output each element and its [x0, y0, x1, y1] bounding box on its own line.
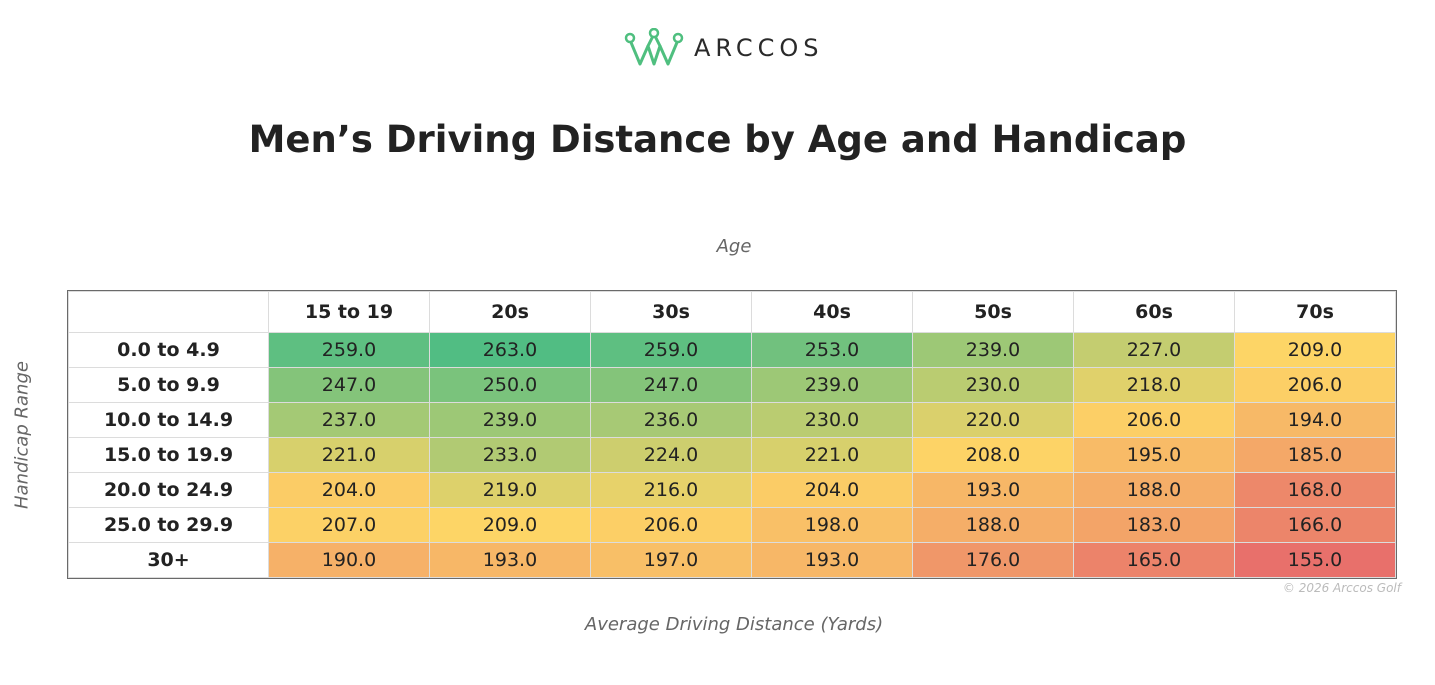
- row-header: 30+: [68, 542, 269, 578]
- heatmap-cell: 168.0: [1234, 472, 1396, 508]
- heatmap-cell: 206.0: [1073, 402, 1235, 438]
- heatmap-cell: 193.0: [912, 472, 1074, 508]
- heatmap-cell: 155.0: [1234, 542, 1396, 578]
- heatmap-cell: 195.0: [1073, 437, 1235, 473]
- heatmap-cell: 190.0: [268, 542, 430, 578]
- heatmap-cell: 216.0: [590, 472, 752, 508]
- heatmap-cell: 233.0: [429, 437, 591, 473]
- y-axis-label: Handicap Range: [11, 361, 33, 509]
- heatmap-cell: 218.0: [1073, 367, 1235, 403]
- table-row: 5.0 to 9.9 247.0 250.0 247.0 239.0 230.0 218.0…: [68, 367, 1396, 403]
- copyright-text: © 2026 Arccos Golf: [1282, 581, 1401, 595]
- heatmap-cell: 209.0: [1234, 332, 1396, 368]
- heatmap-cell: 239.0: [751, 367, 913, 403]
- heatmap-cell: 230.0: [751, 402, 913, 438]
- heatmap-cell: 188.0: [912, 507, 1074, 543]
- heatmap-cell: 166.0: [1234, 507, 1396, 543]
- heatmap-cell: 237.0: [268, 402, 430, 438]
- heatmap-cell: 206.0: [590, 507, 752, 543]
- table-row: 0.0 to 4.9 259.0 263.0 259.0 253.0 239.0 227.0…: [68, 332, 1396, 368]
- heatmap-cell: 259.0: [590, 332, 752, 368]
- header-row: 15 to 19 20s 30s 40s 50s 60s 70s: [68, 291, 1396, 333]
- heatmap-cell: 194.0: [1234, 402, 1396, 438]
- heatmap-table-wrapper: 15 to 19 20s 30s 40s 50s 60s 70s 0.0 to 4.9 259…: [67, 290, 1397, 579]
- table-row: 20.0 to 24.9 204.0 219.0 216.0 204.0 193.0 188…: [68, 472, 1396, 508]
- corner-cell: [68, 291, 269, 333]
- heatmap-cell: 193.0: [429, 542, 591, 578]
- heatmap-cell: 206.0: [1234, 367, 1396, 403]
- heatmap-cell: 198.0: [751, 507, 913, 543]
- x-axis-label: Age: [716, 236, 752, 257]
- heatmap-cell: 197.0: [590, 542, 752, 578]
- heatmap-cell: 259.0: [268, 332, 430, 368]
- heatmap-cell: 188.0: [1073, 472, 1235, 508]
- heatmap-cell: 227.0: [1073, 332, 1235, 368]
- column-header: 20s: [429, 291, 591, 333]
- heatmap-table: 15 to 19 20s 30s 40s 50s 60s 70s 0.0 to 4.9 259…: [68, 291, 1396, 578]
- heatmap-cell: 224.0: [590, 437, 752, 473]
- heatmap-cell: 185.0: [1234, 437, 1396, 473]
- heatmap-cell: 236.0: [590, 402, 752, 438]
- brand-name: ARCCOS: [694, 34, 824, 62]
- table-row: 10.0 to 14.9 237.0 239.0 236.0 230.0 220.0 206…: [68, 402, 1396, 438]
- row-header: 15.0 to 19.9: [68, 437, 269, 473]
- value-label: Average Driving Distance (Yards): [584, 614, 884, 635]
- column-header: 30s: [590, 291, 752, 333]
- heatmap-cell: 221.0: [268, 437, 430, 473]
- heatmap-cell: 247.0: [590, 367, 752, 403]
- heatmap-cell: 208.0: [912, 437, 1074, 473]
- heatmap-cell: 250.0: [429, 367, 591, 403]
- heatmap-cell: 247.0: [268, 367, 430, 403]
- heatmap-cell: 193.0: [751, 542, 913, 578]
- heatmap-cell: 263.0: [429, 332, 591, 368]
- column-header: 50s: [912, 291, 1074, 333]
- heatmap-cell: 239.0: [429, 402, 591, 438]
- table-body: 0.0 to 4.9 259.0 263.0 259.0 253.0 239.0 227.0…: [68, 332, 1396, 578]
- column-header: 40s: [751, 291, 913, 333]
- row-header: 5.0 to 9.9: [68, 367, 269, 403]
- arccos-logo: ARCCOS: [624, 26, 864, 70]
- row-header: 0.0 to 4.9: [68, 332, 269, 368]
- heatmap-cell: 230.0: [912, 367, 1074, 403]
- table-row: 25.0 to 29.9 207.0 209.0 206.0 198.0 188.0 183…: [68, 507, 1396, 543]
- heatmap-cell: 204.0: [268, 472, 430, 508]
- column-header: 15 to 19: [268, 291, 430, 333]
- table-row: 30+ 190.0 193.0 197.0 193.0 176.0 165.0 155.0: [68, 542, 1396, 578]
- heatmap-cell: 165.0: [1073, 542, 1235, 578]
- row-header: 25.0 to 29.9: [68, 507, 269, 543]
- heatmap-cell: 204.0: [751, 472, 913, 508]
- chart-title: Men’s Driving Distance by Age and Handic…: [248, 118, 1187, 161]
- heatmap-cell: 253.0: [751, 332, 913, 368]
- row-header: 10.0 to 14.9: [68, 402, 269, 438]
- heatmap-cell: 176.0: [912, 542, 1074, 578]
- heatmap-cell: 220.0: [912, 402, 1074, 438]
- heatmap-cell: 221.0: [751, 437, 913, 473]
- row-header: 20.0 to 24.9: [68, 472, 269, 508]
- table-row: 15.0 to 19.9 221.0 233.0 224.0 221.0 208.0 195…: [68, 437, 1396, 473]
- column-header: 60s: [1073, 291, 1235, 333]
- heatmap-cell: 207.0: [268, 507, 430, 543]
- column-header: 70s: [1234, 291, 1396, 333]
- heatmap-cell: 239.0: [912, 332, 1074, 368]
- heatmap-cell: 219.0: [429, 472, 591, 508]
- heatmap-cell: 183.0: [1073, 507, 1235, 543]
- heatmap-cell: 209.0: [429, 507, 591, 543]
- crown-icon: [624, 28, 684, 66]
